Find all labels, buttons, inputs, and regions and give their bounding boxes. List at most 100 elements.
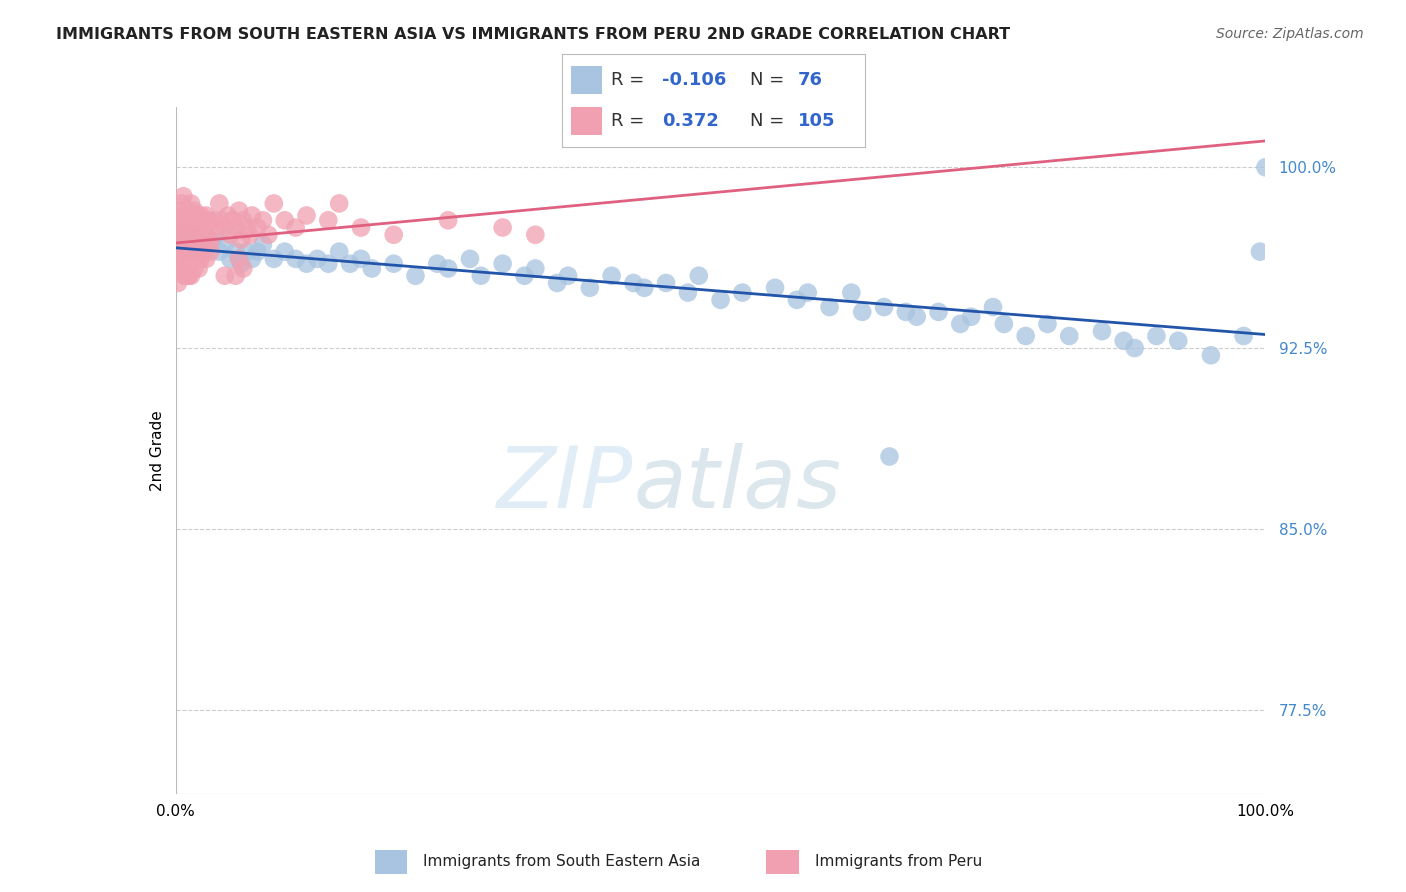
Point	[217, 209, 239, 223]
Point	[633, 281, 655, 295]
Point	[200, 244, 222, 259]
Point	[231, 233, 253, 247]
Point	[492, 257, 515, 271]
Point	[1167, 334, 1189, 348]
Point	[172, 252, 194, 266]
Point	[177, 268, 200, 283]
Point	[191, 244, 214, 259]
Point	[177, 213, 200, 227]
Text: 76: 76	[799, 70, 823, 88]
Point	[202, 233, 225, 247]
Point	[621, 276, 644, 290]
Text: IMMIGRANTS FROM SOUTH EASTERN ASIA VS IMMIGRANTS FROM PERU 2ND GRADE CORRELATION: IMMIGRANTS FROM SOUTH EASTERN ASIA VS IM…	[56, 27, 1011, 42]
Point	[1123, 341, 1146, 355]
Point	[458, 252, 481, 266]
Point	[879, 450, 901, 464]
Point	[284, 220, 307, 235]
Point	[176, 244, 198, 259]
Point	[170, 252, 193, 266]
Point	[195, 209, 218, 223]
Point	[187, 261, 209, 276]
Point	[240, 209, 263, 223]
Point	[1249, 244, 1271, 259]
Point	[177, 203, 200, 218]
Point	[167, 244, 190, 259]
Point	[177, 244, 200, 259]
Point	[470, 268, 492, 283]
Point	[731, 285, 754, 300]
Point	[246, 244, 269, 259]
Point	[173, 227, 195, 242]
Point	[295, 257, 318, 271]
Point	[172, 252, 194, 266]
Text: N =: N =	[749, 112, 790, 130]
Bar	[571, 66, 602, 94]
Point	[174, 237, 197, 252]
Point	[167, 213, 190, 227]
Point	[173, 268, 195, 283]
Point	[181, 213, 204, 227]
Point	[177, 268, 200, 283]
Point	[187, 220, 209, 235]
Point	[557, 268, 579, 283]
Point	[180, 268, 202, 283]
Y-axis label: 2nd Grade: 2nd Grade	[149, 410, 165, 491]
Point	[252, 213, 274, 227]
Point	[173, 237, 195, 252]
Point	[170, 252, 193, 266]
Point	[235, 244, 257, 259]
Point	[190, 209, 212, 223]
Point	[193, 227, 215, 242]
Point	[949, 317, 972, 331]
Point	[1015, 329, 1038, 343]
Point	[173, 252, 195, 266]
Point	[239, 227, 262, 242]
Point	[190, 252, 212, 266]
Point	[221, 213, 243, 227]
Point	[183, 261, 205, 276]
Point	[513, 268, 536, 283]
Point	[382, 257, 405, 271]
Point	[252, 237, 274, 252]
Point	[167, 203, 190, 218]
Point	[167, 244, 190, 259]
Point	[328, 244, 350, 259]
Point	[214, 237, 236, 252]
Point	[195, 252, 218, 266]
Text: N =: N =	[749, 70, 790, 88]
Text: 105: 105	[799, 112, 835, 130]
Point	[169, 220, 191, 235]
Point	[195, 227, 218, 242]
Point	[492, 220, 515, 235]
Point	[797, 285, 820, 300]
Point	[225, 244, 247, 259]
Point	[173, 252, 195, 266]
Point	[1036, 317, 1059, 331]
Point	[186, 209, 209, 223]
Point	[1233, 329, 1256, 343]
Point	[200, 233, 222, 247]
Point	[263, 196, 285, 211]
Text: ZIP: ZIP	[498, 443, 633, 526]
Point	[194, 220, 217, 235]
Point	[1112, 334, 1135, 348]
Point	[179, 227, 201, 242]
Point	[818, 300, 841, 314]
Point	[257, 227, 280, 242]
Point	[676, 285, 699, 300]
Point	[167, 276, 190, 290]
Point	[841, 285, 863, 300]
Bar	[571, 107, 602, 135]
Point	[688, 268, 710, 283]
Point	[172, 261, 194, 276]
Point	[214, 220, 236, 235]
Point	[188, 227, 211, 242]
Point	[174, 209, 197, 223]
Point	[228, 203, 250, 218]
Point	[274, 213, 297, 227]
Point	[579, 281, 602, 295]
Point	[172, 237, 194, 252]
Point	[246, 220, 269, 235]
Point	[437, 213, 460, 227]
Point	[181, 252, 204, 266]
